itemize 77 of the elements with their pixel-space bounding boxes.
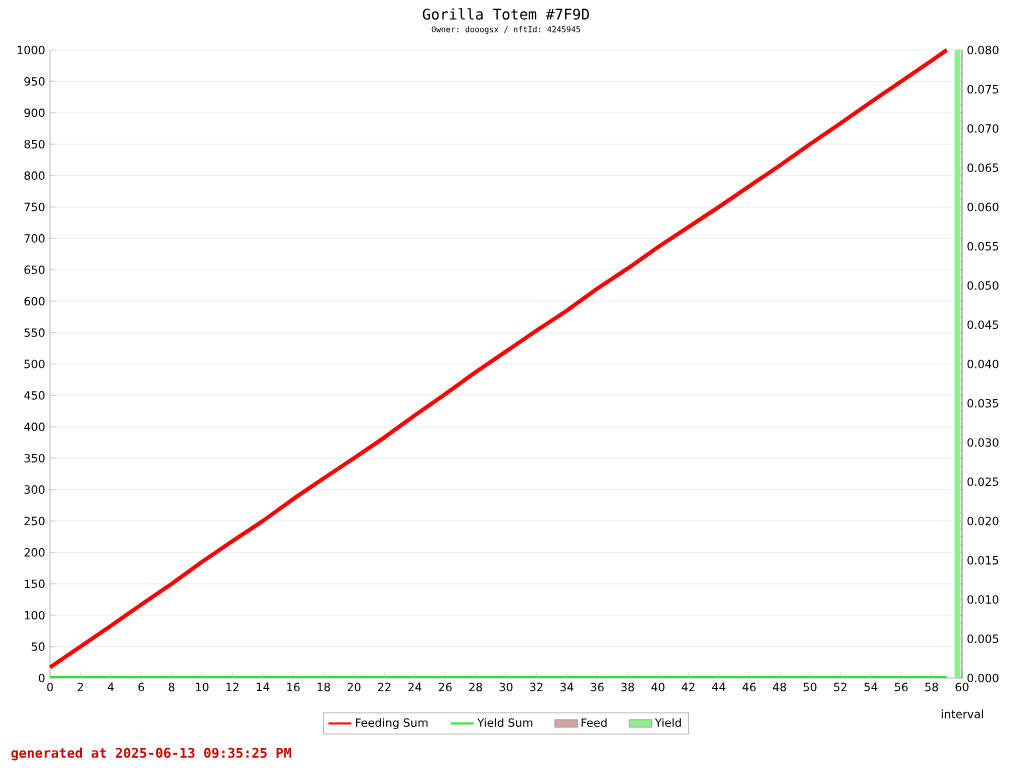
y-tick-label: 250 [24, 516, 45, 526]
y-tick-label: 950 [24, 77, 45, 86]
y2-tick-label: 0.070 [967, 124, 999, 133]
x-tick-label: 50 [803, 682, 817, 692]
x-tick-label: 38 [621, 682, 635, 692]
y2-tick-label: 0.050 [967, 281, 999, 290]
y-tick-label: 600 [24, 296, 45, 306]
x-tick-label: 56 [894, 682, 908, 692]
x-tick-label: 58 [925, 682, 939, 692]
legend-label: Feeding Sum [356, 718, 428, 730]
y-tick-label: 900 [24, 108, 45, 118]
y-tick-label: 550 [24, 328, 45, 337]
x-tick-label: 42 [681, 682, 695, 692]
y-tick-label: 700 [24, 234, 45, 243]
x-tick-label: 36 [590, 682, 604, 692]
y-tick-label: 0 [38, 673, 45, 683]
y2-tick-label: 0.075 [967, 84, 999, 94]
text: generated at 2025-06-13 09:35:25 PM [11, 747, 292, 761]
y2-tick-label: 0.040 [967, 359, 999, 369]
y-tick-label: 400 [24, 422, 45, 432]
x-tick-label: 22 [378, 682, 391, 692]
y2-tick-label: 0.000 [967, 673, 999, 683]
x-tick-label: 4 [107, 682, 114, 691]
legend-label: Yield Sum [477, 718, 533, 727]
y-tick-label: 200 [24, 548, 45, 557]
x-tick-label: 60 [955, 682, 969, 692]
x-tick-label: 34 [560, 682, 574, 692]
y-tick-label: 50 [31, 642, 45, 651]
y-tick-label: 1000 [17, 45, 45, 55]
x-axis-title: interval [941, 709, 983, 719]
x-tick-label: 44 [712, 682, 726, 691]
chart-title: Gorilla Totem #7F9D [422, 8, 589, 20]
x-tick-label: 12 [226, 682, 239, 692]
x-tick-label: 26 [438, 682, 452, 692]
legend-label: Yield [654, 718, 681, 727]
y-tick-label: 350 [24, 453, 45, 463]
y2-tick-label: 0.005 [967, 634, 999, 644]
y2-tick-label: 0.045 [967, 320, 999, 330]
y2-tick-label: 0.010 [967, 595, 999, 604]
y-tick-label: 800 [24, 171, 45, 180]
y-tick-label: 500 [24, 359, 45, 369]
y2-tick-label: 0.015 [967, 555, 999, 565]
y2-tick-label: 0.055 [967, 241, 999, 251]
chart-subtitle: Owner: dooogsx / nftId: 4245945 [431, 26, 581, 34]
x-tick-label: 6 [138, 682, 145, 692]
y2-tick-label: 0.065 [967, 163, 999, 173]
legend-label: Feed [581, 718, 607, 727]
y2-tick-label: 0.025 [967, 477, 999, 487]
y-tick-label: 300 [24, 485, 45, 494]
y-tick-label: 450 [24, 391, 45, 400]
y2-tick-label: 0.030 [967, 438, 999, 447]
y2-tick-label: 0.035 [967, 398, 999, 408]
x-tick-label: 16 [287, 682, 300, 692]
y-tick-label: 750 [24, 202, 45, 212]
x-tick-label: 2 [77, 682, 83, 692]
y-tick-label: 100 [24, 610, 45, 620]
x-tick-label: 48 [772, 682, 787, 692]
x-tick-label: 54 [864, 682, 878, 692]
x-tick-label: 8 [168, 682, 175, 692]
y-tick-label: 150 [24, 579, 45, 589]
x-tick-label: 24 [408, 682, 422, 692]
x-tick-label: 28 [469, 682, 483, 692]
x-tick-label: 20 [347, 682, 361, 692]
y2-tick-label: 0.080 [967, 45, 999, 55]
x-tick-label: 52 [834, 682, 847, 692]
x-tick-label: 30 [499, 682, 513, 692]
y2-tick-label: 0.060 [967, 202, 999, 212]
x-tick-label: 46 [742, 682, 756, 692]
y-tick-label: 650 [24, 265, 45, 275]
x-tick-label: 32 [530, 682, 543, 692]
x-tick-label: 14 [256, 682, 270, 691]
x-tick-label: 10 [196, 682, 209, 692]
x-tick-label: 40 [651, 682, 665, 692]
y-tick-label: 850 [24, 139, 45, 149]
y2-tick-label: 0.020 [967, 516, 999, 526]
x-tick-label: 0 [47, 682, 53, 692]
x-tick-label: 18 [317, 682, 331, 692]
